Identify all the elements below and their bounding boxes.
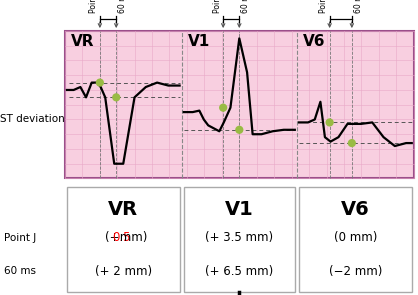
Text: mm): mm) [116,231,147,244]
Text: (+: (+ [104,231,123,244]
Text: Point J: Point J [212,0,222,13]
Point [113,95,120,100]
Text: 60 ms: 60 ms [4,266,36,276]
Text: V1: V1 [188,34,210,49]
Text: (+ 0.5 mm): (+ 0.5 mm) [89,231,157,244]
FancyBboxPatch shape [184,187,295,292]
Text: VR: VR [108,200,138,219]
Text: ST deviation: ST deviation [0,114,65,124]
FancyBboxPatch shape [67,187,180,292]
Text: 60 mseg: 60 mseg [118,0,127,13]
Point [326,120,333,125]
Text: Point J: Point J [89,0,98,13]
FancyBboxPatch shape [299,187,412,292]
Text: V6: V6 [341,200,370,219]
Text: (−2 mm): (−2 mm) [329,265,382,278]
Text: 60 mseg: 60 mseg [354,0,362,13]
Text: 0.5: 0.5 [112,231,131,244]
Text: VR: VR [71,34,94,49]
Point [349,141,355,145]
Text: (0 mm): (0 mm) [334,231,377,244]
Text: V1: V1 [225,200,254,219]
Text: (+ 2 mm): (+ 2 mm) [95,265,152,278]
Text: Point J: Point J [319,0,328,13]
Text: Point J: Point J [4,232,36,242]
Text: 60 mseg: 60 mseg [241,0,250,13]
Text: (+ 3.5 mm): (+ 3.5 mm) [205,231,273,244]
Point [220,105,227,110]
FancyBboxPatch shape [65,31,414,178]
Text: (+ 6.5 mm): (+ 6.5 mm) [205,265,273,278]
Text: V6: V6 [303,34,326,49]
Point [236,127,242,132]
Point [97,80,103,85]
